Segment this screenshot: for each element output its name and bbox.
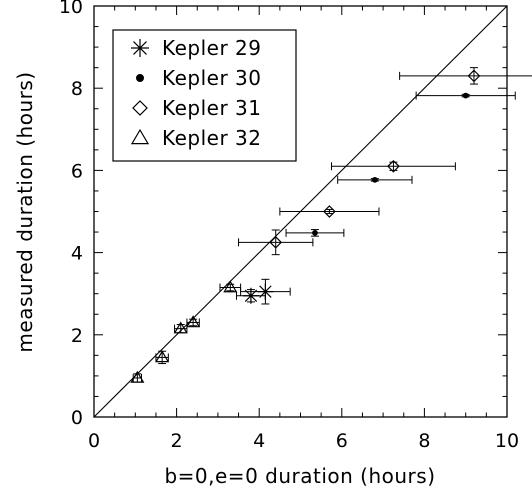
data-point-asterisk <box>257 283 274 300</box>
data-point-diamond <box>323 205 336 218</box>
data-point-dot <box>462 92 469 99</box>
data-point-triangle <box>155 350 170 363</box>
series-kepler-30 <box>285 91 516 237</box>
series-kepler-32 <box>130 280 242 383</box>
y-tick-label: 10 <box>59 0 83 18</box>
series-kepler-31 <box>238 67 532 256</box>
y-axis-title: measured duration (hours) <box>13 71 37 352</box>
data-point-triangle <box>130 370 145 383</box>
x-tick-label: 0 <box>88 430 100 452</box>
data-points-layer <box>130 67 532 383</box>
x-tick-label: 6 <box>336 430 348 452</box>
x-tick-label: 2 <box>171 430 183 452</box>
y-tick-label: 6 <box>71 160 83 182</box>
data-point-dot <box>371 176 378 183</box>
y-tick-label: 2 <box>71 325 83 347</box>
data-point-asterisk <box>242 287 259 304</box>
y-tick-label: 4 <box>71 243 83 265</box>
data-point-diamond <box>467 69 481 83</box>
x-axis-title: b=0,e=0 duration (hours) <box>164 464 435 488</box>
data-point-diamond <box>387 159 400 173</box>
x-tick-label: 10 <box>495 430 519 452</box>
data-point-diamond <box>269 235 283 249</box>
legend: Kepler 29 Kepler 30 Kepler 31 Kepler 32 <box>112 29 297 162</box>
data-point-triangle <box>223 280 238 293</box>
legend-label-kepler-31: Kepler 31 <box>162 96 262 120</box>
legend-marker-diamond-icon <box>132 100 148 116</box>
data-point-triangle <box>173 321 188 334</box>
legend-marker-triangle-icon <box>130 128 150 145</box>
data-point-dot <box>312 229 318 236</box>
x-tick-label: 4 <box>253 430 265 452</box>
legend-markers <box>130 39 150 145</box>
y-tick-label: 0 <box>71 407 83 429</box>
legend-label-kepler-29: Kepler 29 <box>162 36 262 60</box>
legend-label-kepler-30: Kepler 30 <box>162 66 262 90</box>
series-kepler-29 <box>235 278 291 305</box>
y-tick-label: 8 <box>71 78 83 100</box>
data-point-triangle <box>186 315 201 328</box>
legend-marker-asterisk-icon <box>131 39 149 57</box>
legend-label-kepler-32: Kepler 32 <box>162 126 262 150</box>
x-tick-label: 8 <box>418 430 430 452</box>
legend-marker-dot-icon <box>136 74 144 82</box>
axis-ticks <box>93 5 508 418</box>
axis-tick-labels: 0 2 4 6 8 10 0 2 4 6 8 10 <box>59 0 519 452</box>
